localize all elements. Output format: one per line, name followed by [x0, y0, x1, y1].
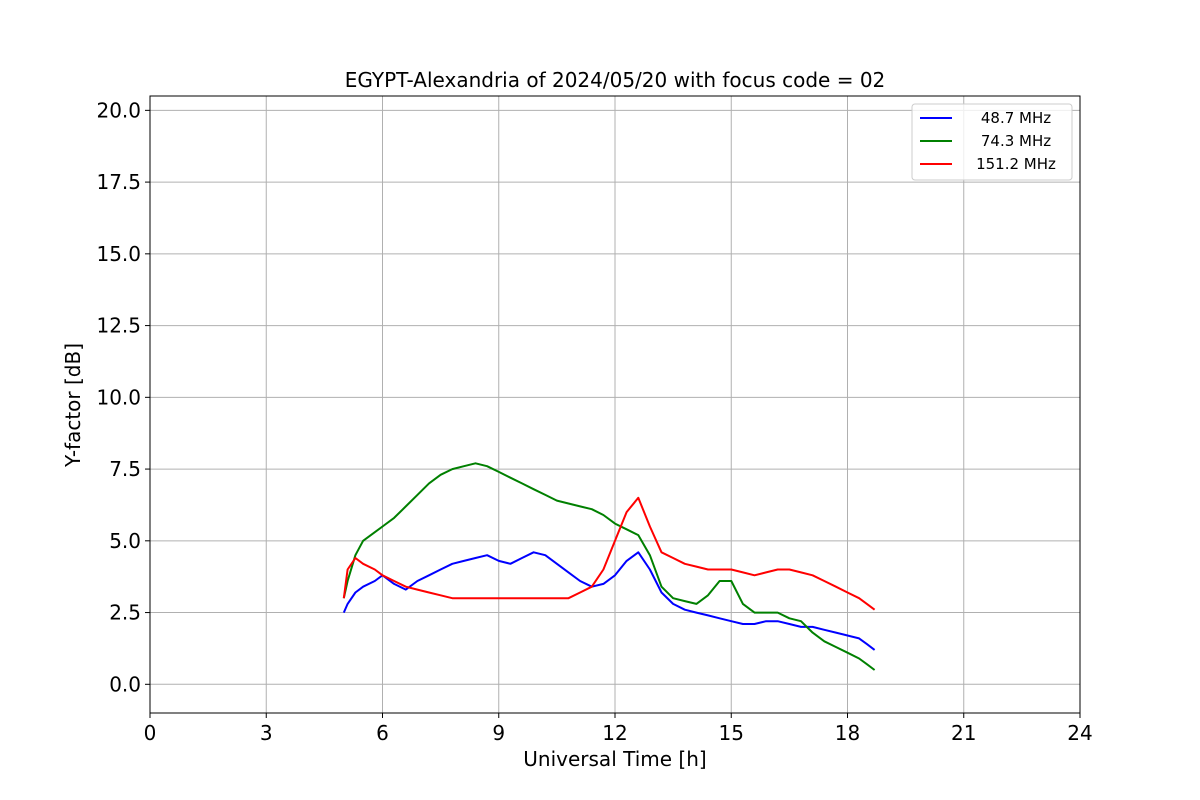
chart-title: EGYPT-Alexandria of 2024/05/20 with focu… [345, 68, 886, 92]
series-line-74-3-MHz [342, 462, 876, 671]
y-axis-label: Y-factor [dB] [61, 343, 85, 468]
x-tick-label: 15 [719, 721, 744, 745]
y-tick-label: 15.0 [96, 242, 141, 266]
y-tick-label: 10.0 [96, 385, 141, 409]
y-tick-label: 2.5 [109, 601, 141, 625]
x-tick-label: 12 [602, 721, 627, 745]
legend-label-151-2: 151.2 MHz [976, 155, 1056, 173]
x-tick-label: 3 [260, 721, 273, 745]
legend-label-74-3: 74.3 MHz [981, 132, 1051, 150]
x-tick-label: 24 [1067, 721, 1092, 745]
series-line-151-2-MHz [342, 496, 876, 611]
legend: 48.7 MHz 74.3 MHz 151.2 MHz [911, 103, 1073, 181]
x-tick-label: 18 [835, 721, 860, 745]
series-line-48-7-MHz [342, 551, 876, 651]
y-tick-label: 0.0 [109, 672, 141, 696]
series-lines [342, 462, 876, 671]
x-tick-label: 6 [376, 721, 389, 745]
x-tick-label: 0 [144, 721, 157, 745]
legend-box [911, 103, 1073, 181]
legend-label-48-7: 48.7 MHz [981, 109, 1051, 127]
x-tick-label: 21 [951, 721, 976, 745]
y-tick-label: 12.5 [96, 314, 141, 338]
y-tick-label: 7.5 [109, 457, 141, 481]
y-tick-label: 5.0 [109, 529, 141, 553]
y-tick-label: 17.5 [96, 170, 141, 194]
x-tick-label: 9 [492, 721, 505, 745]
x-axis-label: Universal Time [h] [523, 747, 706, 771]
y-tick-label: 20.0 [96, 98, 141, 122]
axis-ticks: 0 3 6 9 12 15 18 21 24 0.0 2.5 5.0 7.5 10.0 12.5 15.0 17… [96, 98, 1092, 745]
